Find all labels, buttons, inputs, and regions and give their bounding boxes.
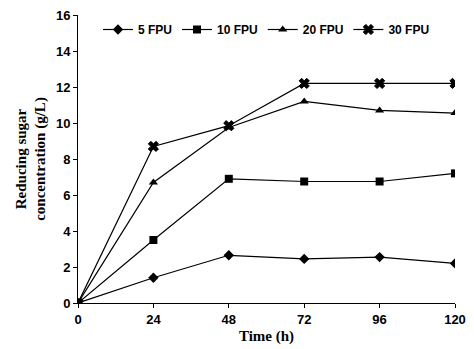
svg-text:30 FPU: 30 FPU: [388, 23, 429, 37]
svg-text:Reducing sugarconcentration (g: Reducing sugarconcentration (g/L): [13, 97, 50, 221]
svg-text:12: 12: [56, 80, 70, 95]
svg-text:14: 14: [56, 44, 71, 59]
svg-text:Time (h): Time (h): [239, 328, 294, 345]
svg-text:10 FPU: 10 FPU: [217, 23, 258, 37]
svg-text:8: 8: [63, 152, 70, 167]
svg-text:96: 96: [372, 312, 386, 327]
svg-text:10: 10: [56, 116, 70, 131]
svg-text:24: 24: [146, 312, 161, 327]
svg-text:48: 48: [222, 312, 236, 327]
svg-text:4: 4: [63, 224, 71, 239]
svg-text:0: 0: [63, 296, 70, 311]
svg-text:6: 6: [63, 188, 70, 203]
svg-text:16: 16: [56, 8, 70, 23]
svg-text:20 FPU: 20 FPU: [303, 23, 344, 37]
svg-text:5 FPU: 5 FPU: [138, 23, 172, 37]
svg-text:120: 120: [444, 312, 466, 327]
svg-text:72: 72: [297, 312, 311, 327]
svg-text:2: 2: [63, 260, 70, 275]
svg-text:0: 0: [74, 312, 81, 327]
